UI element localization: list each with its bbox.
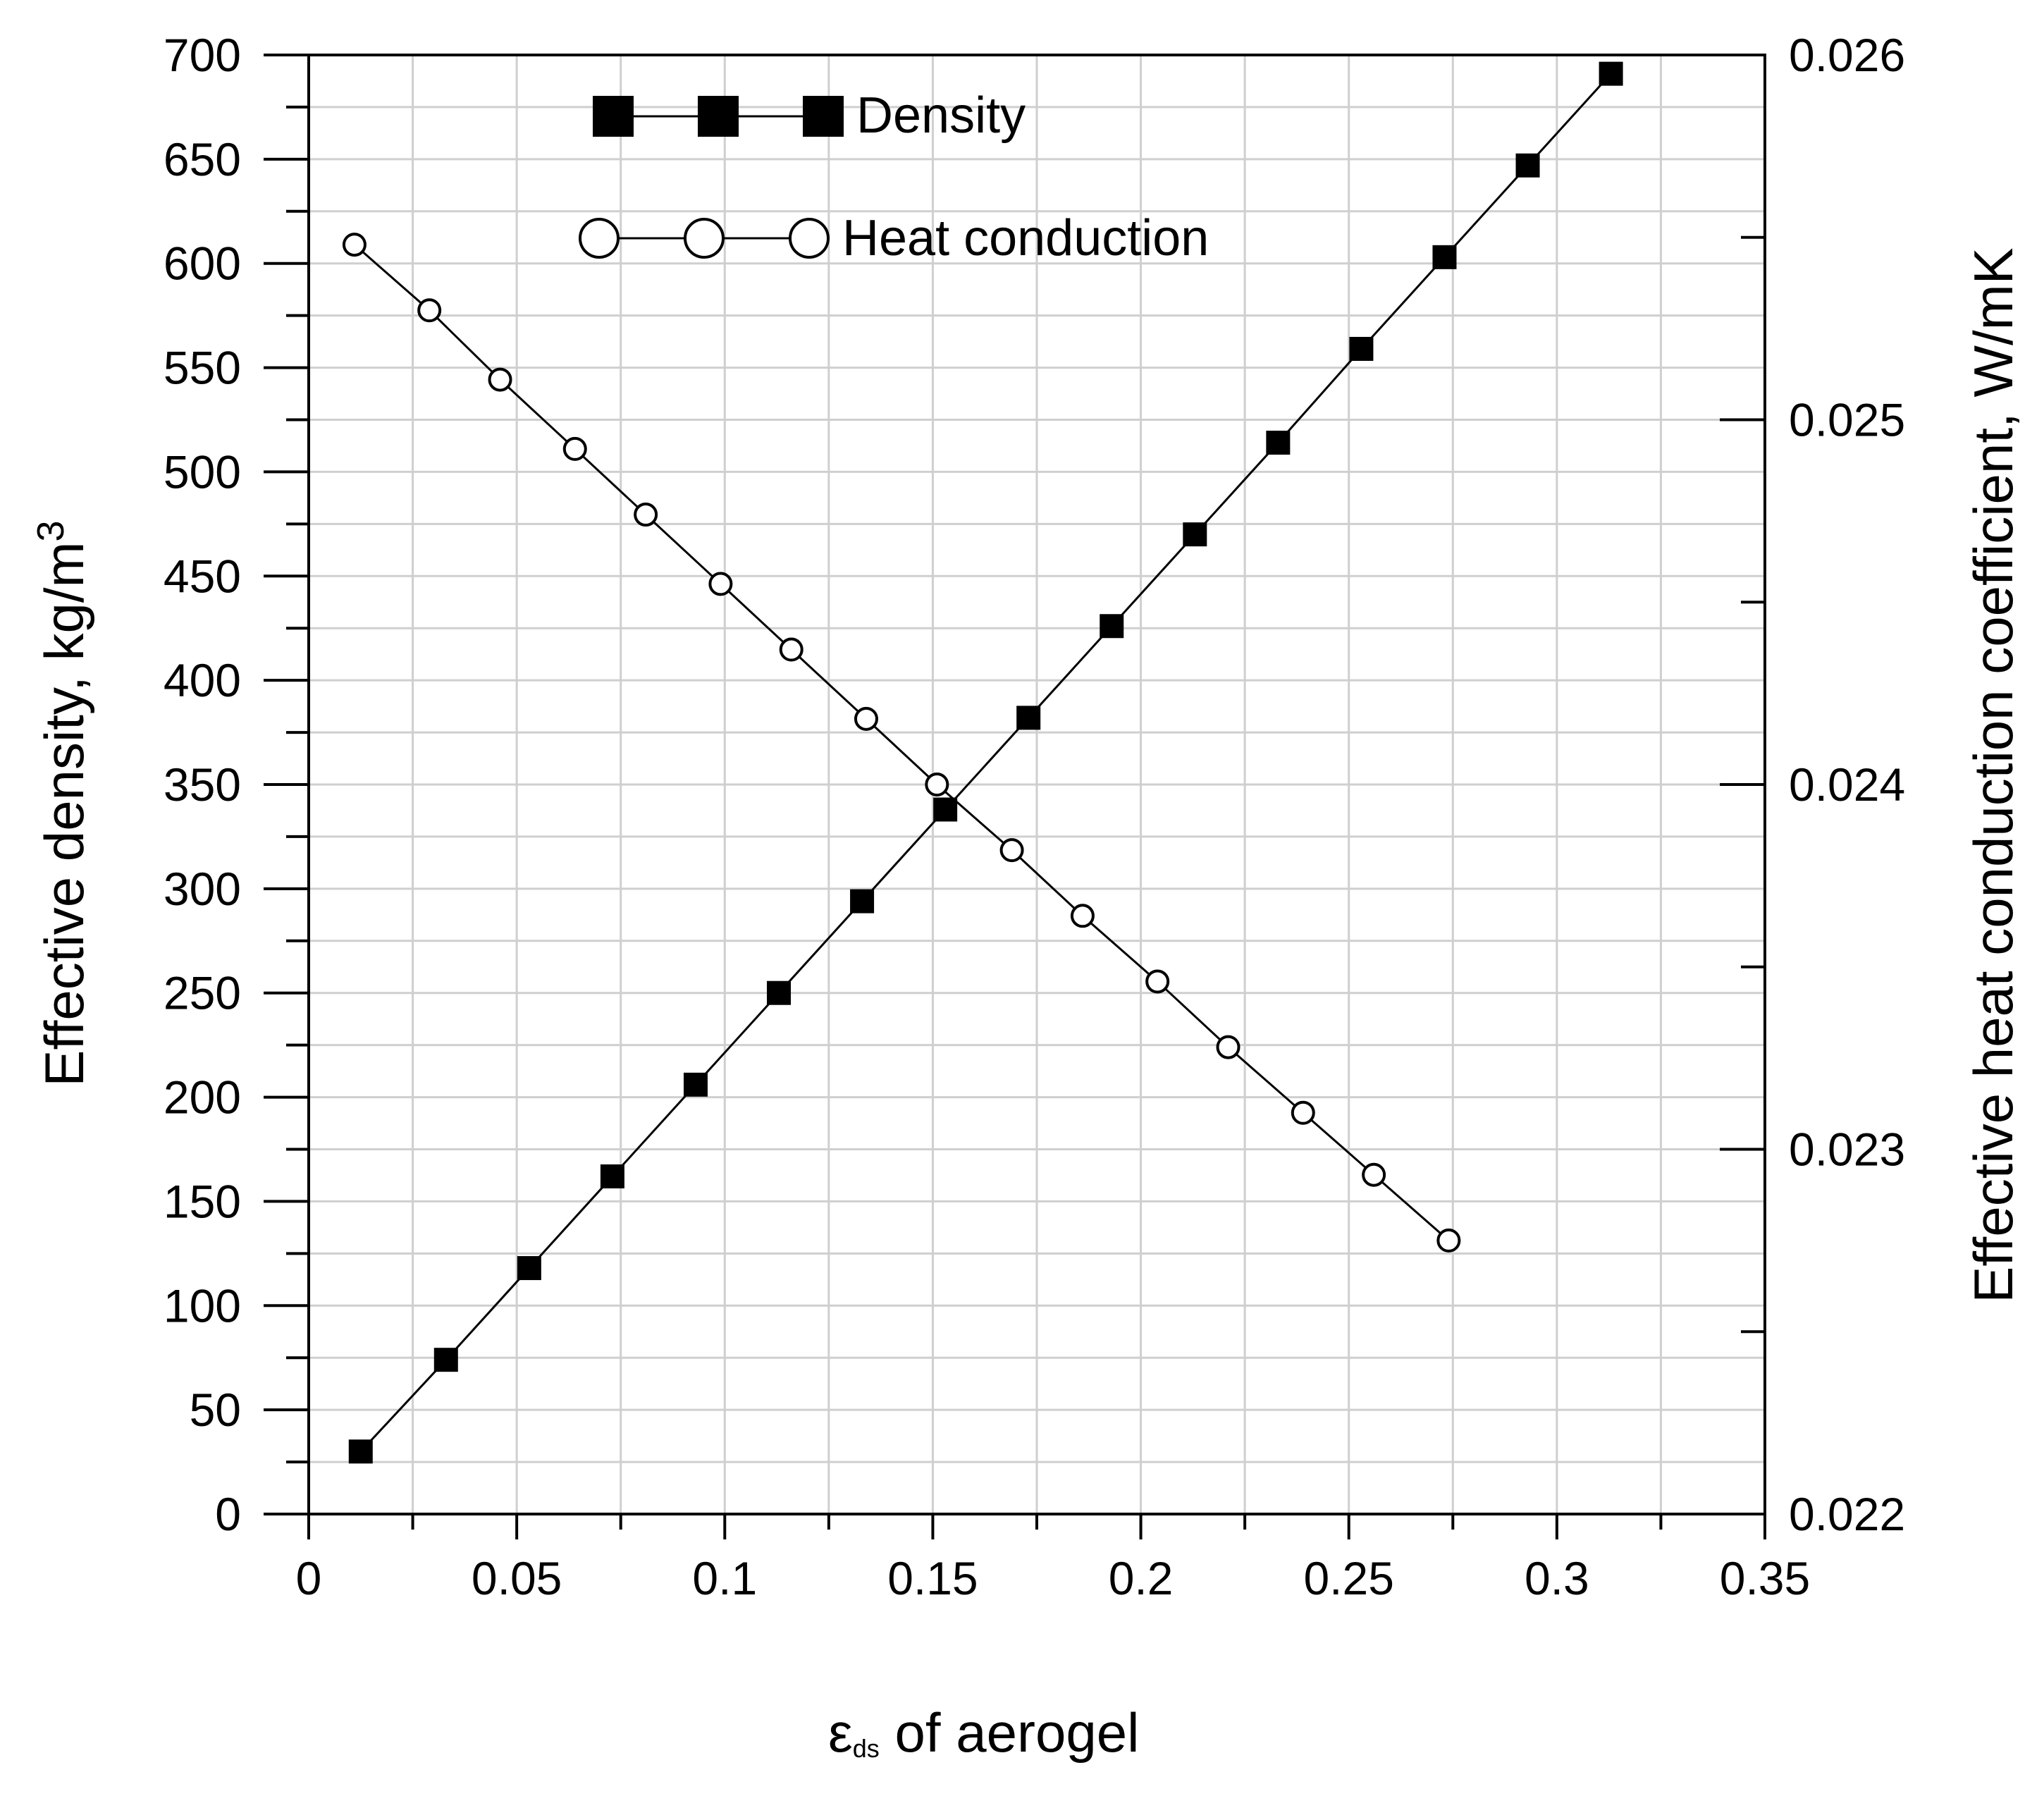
legend-density-marker: [593, 96, 634, 137]
heat-conduction-point: [1216, 1035, 1240, 1059]
y-left-tick-label: 600: [164, 238, 241, 290]
y-left-tick-label: 0: [215, 1488, 241, 1540]
y-left-tick-label: 400: [164, 654, 241, 706]
y-left-tick-label: 450: [164, 550, 241, 602]
legend: Density Heat conduction: [579, 87, 1209, 266]
x-tick-label: 0.2: [1109, 1552, 1174, 1604]
x-axis-title-symbol: ε: [828, 1702, 853, 1764]
y-left-tick-label: 150: [164, 1175, 241, 1227]
x-tick-label: 0.1: [692, 1552, 757, 1604]
y-left-tick-label: 50: [190, 1384, 241, 1436]
y-right-tick-label: 0.025: [1789, 394, 1905, 446]
heat-conduction-line: [353, 243, 1450, 1242]
series: [342, 61, 1623, 1464]
legend-density-marker: [698, 96, 739, 137]
density-point: [1515, 153, 1540, 178]
density-point: [1349, 336, 1374, 361]
legend-label-density: Density: [856, 87, 1026, 144]
density-line: [359, 73, 1612, 1453]
density-point: [683, 1072, 708, 1097]
y-axis-left-title-main: Effective density, kg/m: [33, 541, 95, 1086]
x-tick-label: 0.35: [1720, 1552, 1810, 1604]
legend-heat-marker: [684, 218, 725, 259]
grid: [309, 55, 1765, 1514]
y-right-tick-label: 0.024: [1789, 758, 1905, 811]
x-axis-title-rest: of aerogel: [880, 1702, 1140, 1764]
heat-conduction-point: [1070, 904, 1095, 928]
density-point: [767, 980, 792, 1005]
y-axis-right-title: Effective heat conduction coefficient, W…: [1962, 247, 2024, 1303]
legend-item-density: [593, 96, 844, 137]
y-left-tick-label: 200: [164, 1071, 241, 1124]
heat-conduction-point: [562, 436, 587, 461]
density-point: [1100, 614, 1124, 639]
density-point: [1266, 431, 1291, 455]
x-tick-label: 0: [296, 1552, 322, 1604]
density-point: [1599, 61, 1623, 86]
density-point: [1016, 706, 1041, 730]
legend-label-heat-conduction: Heat conduction: [842, 210, 1209, 266]
heat-conduction-point: [999, 838, 1024, 863]
x-axis-title: εds of aerogel: [828, 1702, 1139, 1764]
legend-heat-marker: [789, 218, 830, 259]
y-left-tick-label: 550: [164, 342, 241, 394]
legend-heat-marker: [579, 218, 620, 259]
density-point: [1183, 522, 1207, 547]
heat-conduction-point: [342, 233, 367, 257]
y-left-tick-label: 250: [164, 967, 241, 1019]
density-point: [600, 1164, 624, 1188]
density-point: [1432, 245, 1457, 269]
axes: 0 0.05 0.1 0.15 0.2 0.25 0.3 0.35 0 50 100 150 200 25…: [164, 29, 1905, 1604]
x-axis-title-subscript: ds: [853, 1734, 880, 1763]
x-tick-label: 0.25: [1303, 1552, 1393, 1604]
heat-conduction-point: [1362, 1162, 1386, 1187]
x-tick-label: 0.15: [887, 1552, 978, 1604]
y-left-tick-label: 500: [164, 445, 241, 498]
density-point: [348, 1439, 373, 1464]
heat-conduction-point: [417, 298, 442, 323]
heat-conduction-point: [925, 773, 949, 796]
y-axis-left-title: Effective density, kg/m3: [30, 520, 95, 1086]
density-point: [933, 797, 958, 822]
y-axis-left-title-superscript: 3: [30, 520, 72, 541]
y-right-tick-label: 0.026: [1789, 29, 1905, 81]
y-left-tick-label: 350: [164, 758, 241, 811]
y-right-tick-label: 0.022: [1789, 1488, 1905, 1540]
heat-conduction-point: [1436, 1228, 1461, 1253]
y-right-tick-label: 0.023: [1789, 1124, 1905, 1176]
heat-conduction-point: [488, 367, 512, 392]
y-left-tick-label: 650: [164, 133, 241, 185]
y-left-tick-label: 700: [164, 29, 241, 81]
legend-item-heat-conduction: [579, 218, 830, 259]
x-tick-label: 0.05: [472, 1552, 562, 1604]
y-left-tick-label: 100: [164, 1279, 241, 1331]
heat-conduction-point: [779, 637, 804, 662]
density-point: [850, 889, 875, 914]
density-point: [517, 1256, 541, 1281]
y-left-tick-label: 300: [164, 863, 241, 915]
legend-density-marker: [803, 96, 844, 137]
density-point: [433, 1348, 458, 1372]
heat-conduction-point: [1291, 1100, 1315, 1125]
heat-conduction-point: [854, 706, 878, 731]
heat-conduction-point: [708, 572, 733, 596]
heat-conduction-point: [1145, 969, 1170, 994]
x-tick-label: 0.3: [1525, 1552, 1589, 1604]
heat-conduction-point: [634, 503, 658, 527]
